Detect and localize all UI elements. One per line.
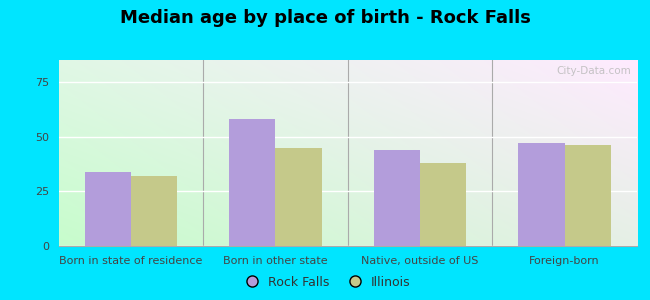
Bar (131, 176, 177, 246)
Bar (565, 145, 611, 246)
Text: City-Data.com: City-Data.com (556, 66, 631, 76)
Bar (420, 163, 466, 246)
Bar (229, 119, 276, 246)
Bar (374, 150, 420, 246)
Bar (519, 143, 565, 246)
Text: Median age by place of birth - Rock Falls: Median age by place of birth - Rock Fall… (120, 9, 530, 27)
Legend: Rock Falls, Illinois: Rock Falls, Illinois (235, 271, 415, 294)
Bar (276, 148, 322, 246)
Bar (84, 172, 131, 246)
